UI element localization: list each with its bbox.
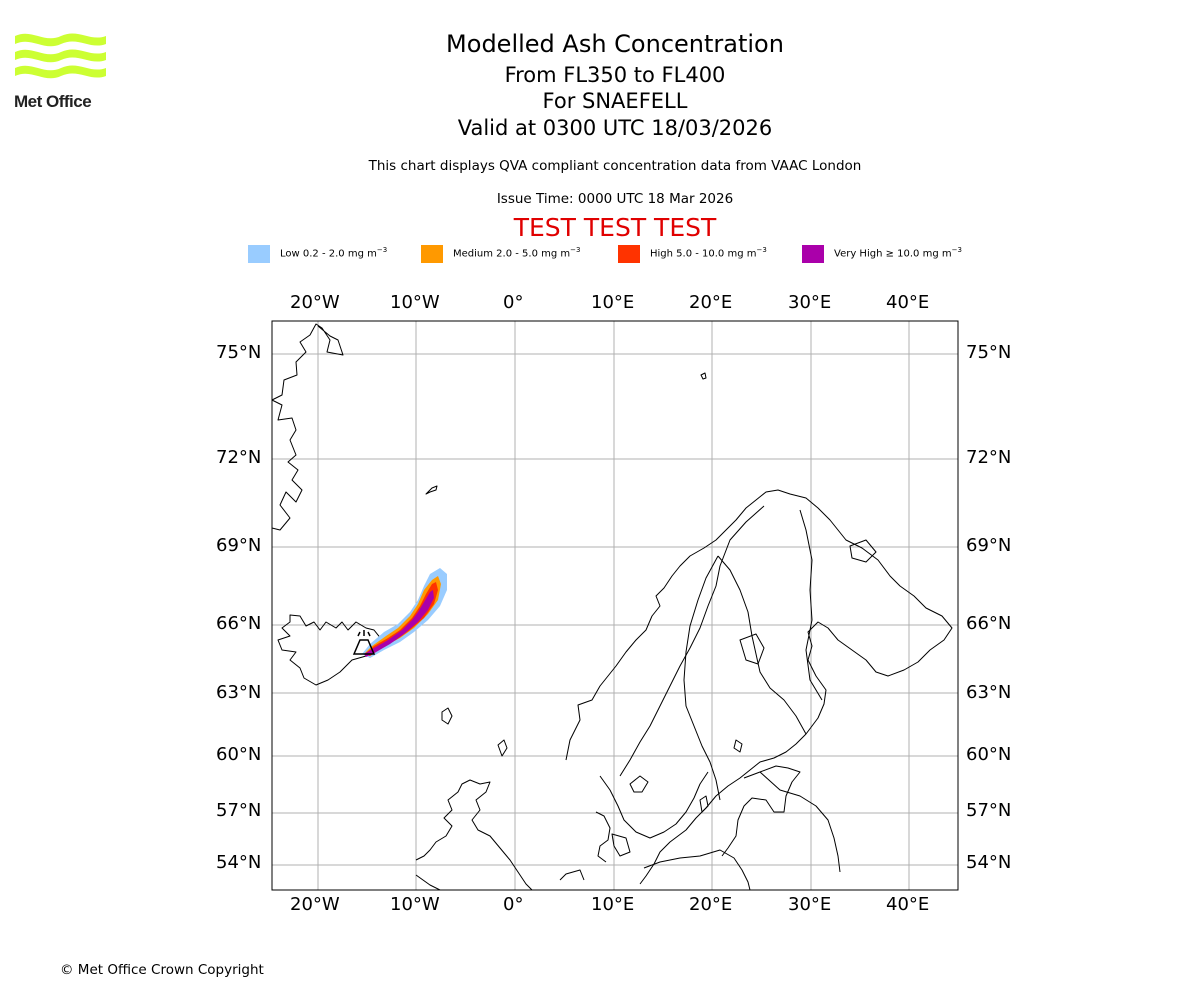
lon-label-top: 0°	[503, 292, 524, 313]
ash-plume	[362, 568, 447, 658]
lon-label-top: 20°W	[290, 292, 340, 313]
border-finland-russia	[799, 509, 823, 701]
lon-label-top: 10°E	[591, 292, 635, 313]
coastline-baltic-states	[721, 765, 841, 873]
lat-label-right: 72°N	[966, 447, 1012, 468]
chart-title: Modelled Ash Concentration	[446, 30, 784, 58]
lon-label-bottom: 20°W	[290, 894, 340, 915]
lat-label-left: 69°N	[216, 535, 262, 556]
lat-label-left: 63°N	[216, 682, 262, 703]
coastline-north-europe	[559, 849, 751, 891]
lon-label-bottom: 20°E	[689, 894, 733, 915]
lon-label-bottom: 0°	[503, 894, 524, 915]
legend-label-low: Low 0.2 - 2.0 mg m−3	[280, 246, 388, 260]
legend-swatch-high	[618, 245, 640, 263]
legend-label-medium: Medium 2.0 - 5.0 mg m−3	[453, 246, 581, 260]
lon-label-bottom: 10°E	[591, 894, 635, 915]
lat-label-right: 54°N	[966, 852, 1012, 873]
lake-vanern	[629, 775, 649, 793]
coastline-denmark	[595, 811, 631, 863]
lat-label-left: 57°N	[216, 800, 262, 821]
met-office-logo	[15, 33, 106, 79]
lat-label-left: 66°N	[216, 613, 262, 634]
coastline-south-sweden	[599, 771, 709, 839]
lon-label-top: 40°E	[886, 292, 930, 313]
lon-label-bottom: 10°W	[390, 894, 440, 915]
legend-swatch-very-high	[802, 245, 824, 263]
legend-label-high: High 5.0 - 10.0 mg m−3	[650, 246, 767, 260]
legend-swatch-medium	[421, 245, 443, 263]
test-banner: TEST TEST TEST	[513, 213, 717, 242]
gridlines	[272, 321, 958, 890]
flight-levels: From FL350 to FL400	[504, 63, 726, 87]
lat-label-left: 72°N	[216, 447, 262, 468]
lat-label-right: 75°N	[966, 342, 1012, 363]
lat-label-right: 63°N	[966, 682, 1012, 703]
lat-label-right: 60°N	[966, 744, 1012, 765]
border-norway-sweden	[619, 505, 765, 777]
lat-label-right: 66°N	[966, 613, 1012, 634]
map-frame	[271, 320, 959, 891]
lakes-finland	[739, 539, 877, 665]
lat-label-left: 75°N	[216, 342, 262, 363]
coastline-scandinavia	[565, 489, 953, 885]
coastline-britain	[415, 779, 533, 891]
valid-time: Valid at 0300 UTC 18/03/2026	[457, 116, 773, 140]
copyright: © Met Office Crown Copyright	[60, 962, 264, 978]
issue-time: Issue Time: 0000 UTC 18 Mar 2026	[496, 191, 734, 207]
lon-label-bottom: 40°E	[886, 894, 930, 915]
coastline-bear-island	[700, 372, 707, 380]
lon-label-bottom: 30°E	[788, 894, 832, 915]
plume-medium	[364, 576, 441, 656]
legend-label-very-high: Very High ≥ 10.0 mg m−3	[834, 246, 962, 260]
legend-swatch-low	[248, 245, 270, 263]
lon-label-top: 30°E	[788, 292, 832, 313]
lat-label-right: 57°N	[966, 800, 1012, 821]
volcano-name: For SNAEFELL	[542, 89, 688, 113]
lat-label-left: 54°N	[216, 852, 262, 873]
chart-subtitle: This chart displays QVA compliant concen…	[368, 158, 862, 174]
coastline-jan-mayen	[425, 485, 438, 495]
lon-label-top: 20°E	[689, 292, 733, 313]
coastline-shetland	[497, 739, 508, 757]
lat-label-right: 69°N	[966, 535, 1012, 556]
coastline-aland	[733, 739, 743, 753]
coastline-faroe	[441, 707, 453, 725]
coastline-gotland	[699, 795, 709, 813]
lon-label-top: 10°W	[390, 292, 440, 313]
logo-text: Met Office	[14, 92, 92, 111]
lat-label-left: 60°N	[216, 744, 262, 765]
coastline-gulf-of-bothnia	[683, 555, 807, 801]
plume-very-high	[364, 590, 434, 657]
coastline-greenland	[271, 323, 344, 531]
volcano-icon	[352, 630, 376, 655]
